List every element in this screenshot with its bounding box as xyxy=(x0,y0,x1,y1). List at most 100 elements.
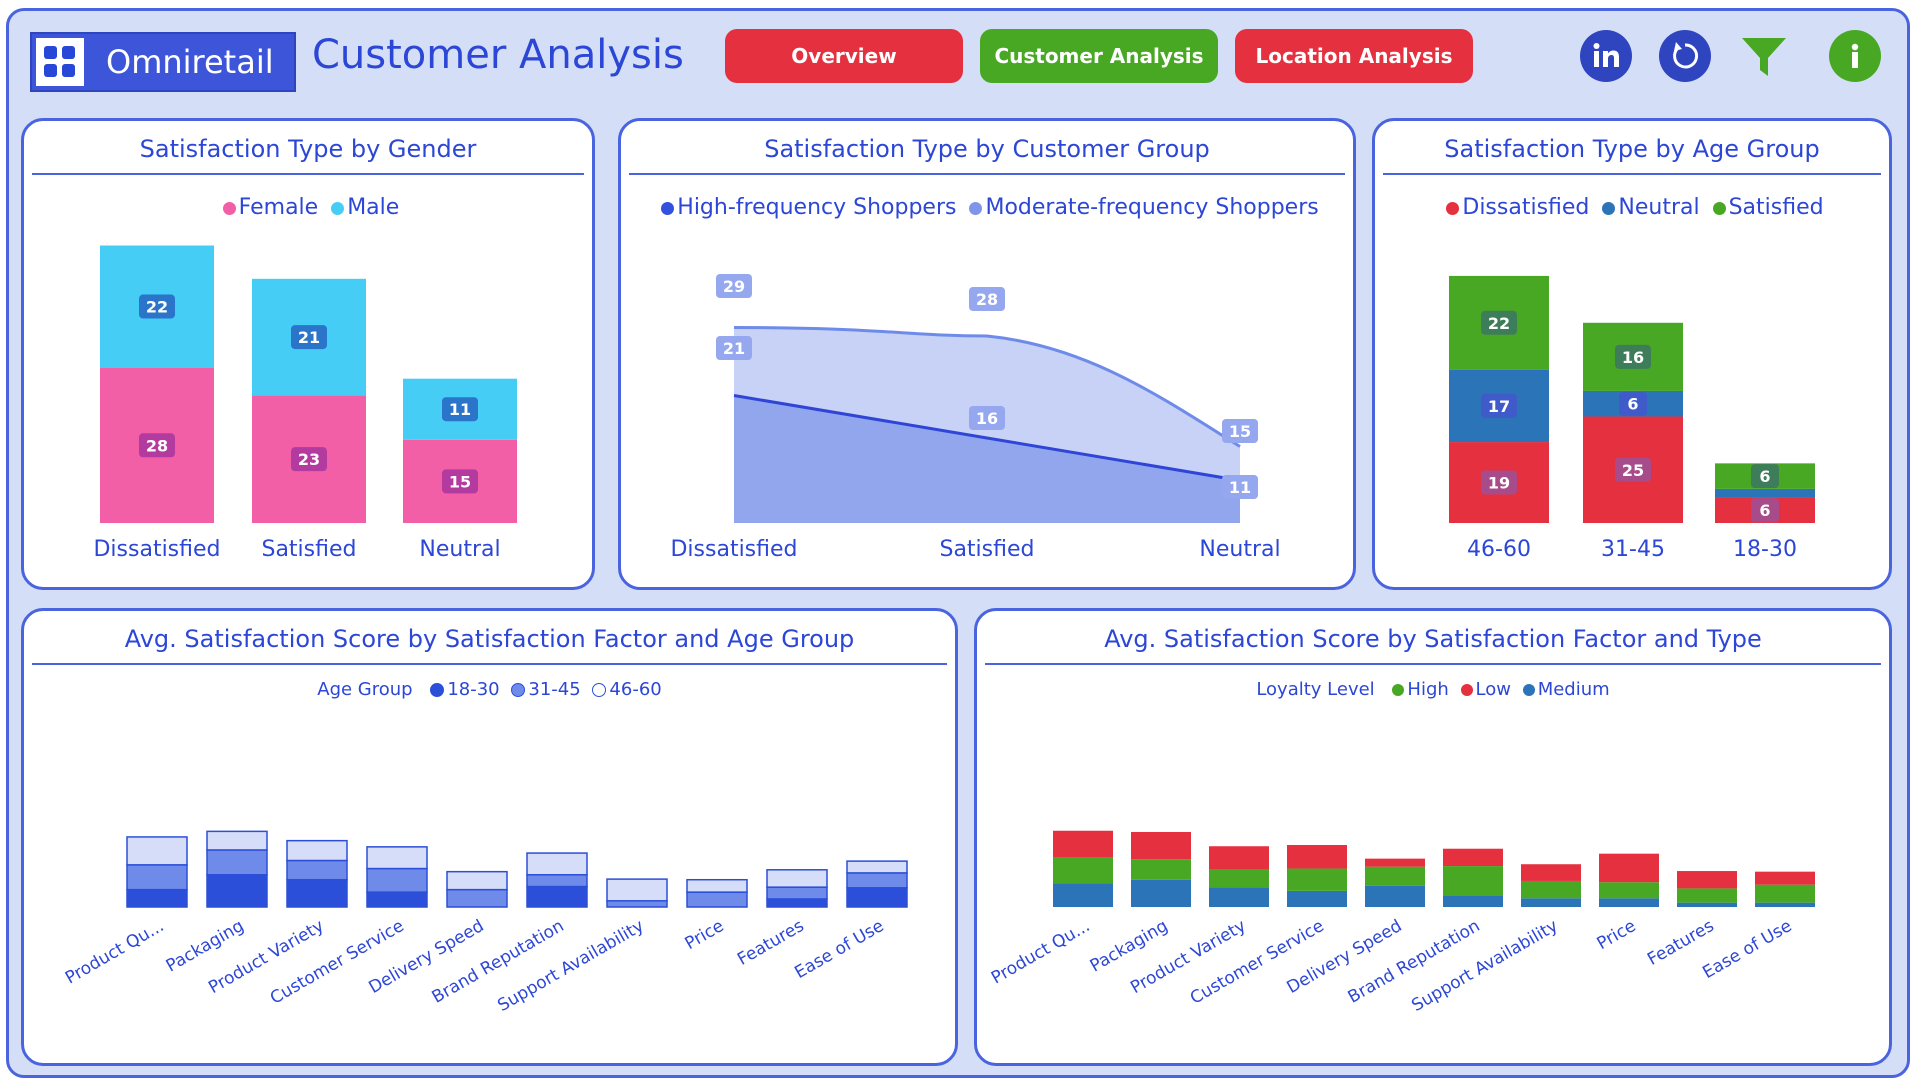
legend-medium-label: Medium xyxy=(1537,679,1610,700)
age-group-chart: 19 17 22 46-60 25 6 16 31-45 6 6 18-30 xyxy=(1449,275,1815,562)
data-label-female-neutral-bg xyxy=(442,469,478,494)
nav-customer-analysis-label: Customer Analysis xyxy=(994,44,1204,68)
legend-high-swatch xyxy=(1392,684,1405,696)
bar-low-ease-of-use xyxy=(1755,871,1815,885)
refresh-icon[interactable] xyxy=(1659,30,1711,82)
data-label-dissatisfied-46-60-bg xyxy=(1481,470,1517,495)
customer-group-chart-panel: Satisfaction Type by Customer Group High… xyxy=(618,118,1356,590)
bar-high-price xyxy=(1599,882,1659,899)
data-label-moderate-satisfied: 28 xyxy=(976,290,998,309)
x-tick-label: Customer Service xyxy=(1187,916,1328,1009)
data-label-neutral-31-45: 6 xyxy=(1627,395,1638,414)
bar-high-support-availability xyxy=(1521,880,1581,899)
line-moderate-frequency xyxy=(733,326,1241,448)
age-group-chart-title: Satisfaction Type by Age Group xyxy=(1444,135,1820,163)
bar-high-packaging xyxy=(1131,859,1191,880)
bar-46-60-price xyxy=(686,878,748,893)
x-tick-label: Customer Service xyxy=(267,916,408,1009)
bar-medium-delivery-speed xyxy=(1365,885,1425,907)
age-group-legend: Dissatisfied Neutral Satisfied xyxy=(1375,195,1889,220)
data-label-moderate-neutral-bg xyxy=(1222,419,1258,443)
bar-31-45-price xyxy=(686,891,748,908)
nav-location-analysis-button[interactable]: Location Analysis xyxy=(1235,29,1473,83)
nav-customer-analysis-button[interactable]: Customer Analysis xyxy=(980,29,1218,83)
data-label-dissatisfied-18-30-bg xyxy=(1751,498,1779,523)
bar-31-45-customer-service xyxy=(366,867,428,893)
bar-46-60-ease-of-use xyxy=(846,860,908,874)
data-label-high-dissatisfied: 21 xyxy=(723,339,745,358)
data-label-male-satisfied-bg xyxy=(291,325,327,350)
page-title: Customer Analysis xyxy=(312,32,684,78)
bar-high-ease-of-use xyxy=(1755,884,1815,903)
info-icon[interactable] xyxy=(1829,30,1881,82)
factor-type-legend: Loyalty Level High Low Medium xyxy=(977,679,1889,700)
data-label-satisfied-31-45-bg xyxy=(1615,344,1651,369)
data-label-moderate-dissatisfied-bg xyxy=(716,274,752,298)
legend-female-label: Female xyxy=(238,195,319,220)
bar-medium-features xyxy=(1677,902,1737,907)
factor-age-chart-panel: Avg. Satisfaction Score by Satisfaction … xyxy=(21,608,958,1066)
age-group-chart-panel: Satisfaction Type by Age Group Dissatisf… xyxy=(1372,118,1892,590)
bar-low-customer-service xyxy=(1287,845,1347,869)
divider xyxy=(32,173,584,175)
filter-icon[interactable] xyxy=(1738,30,1790,82)
bar-18-30-ease-of-use xyxy=(846,887,908,908)
x-tick-label: Satisfied xyxy=(261,537,356,562)
legend-high-frequency-swatch xyxy=(661,201,675,215)
nav-overview-button[interactable]: Overview xyxy=(725,29,963,83)
linkedin-icon[interactable] xyxy=(1580,30,1632,82)
brand-logo: Omniretail xyxy=(30,32,296,92)
divider xyxy=(32,663,947,665)
legend-46-60-label: 46-60 xyxy=(609,679,662,700)
legend-satisfied-label: Satisfied xyxy=(1728,195,1824,220)
bar-31-45-brand-reputation xyxy=(526,874,588,888)
x-tick-label: 18-30 xyxy=(1733,537,1797,562)
brand-name: Omniretail xyxy=(106,43,274,81)
legend-title: Age Group xyxy=(317,679,413,700)
legend-moderate-frequency-label: Moderate-frequency Shoppers xyxy=(985,195,1319,220)
legend-31-45-label: 31-45 xyxy=(528,679,581,700)
data-label-female-satisfied-bg xyxy=(291,447,327,472)
data-label-female-neutral: 15 xyxy=(449,472,471,491)
gender-chart: 28 22 Dissatisfied 23 21 Satisfied 15 11 Neutral xyxy=(93,245,517,562)
bar-31-45-support-availability xyxy=(606,900,668,908)
divider xyxy=(629,173,1345,175)
bar-46-60-features xyxy=(766,869,828,888)
data-label-male-neutral: 11 xyxy=(449,400,471,419)
data-label-satisfied-18-30: 6 xyxy=(1759,467,1770,486)
bar-low-delivery-speed xyxy=(1365,858,1425,867)
nav-overview-label: Overview xyxy=(791,44,897,68)
legend-dissatisfied-label: Dissatisfied xyxy=(1462,195,1590,220)
data-label-neutral-46-60: 17 xyxy=(1488,397,1510,416)
data-label-satisfied-18-30-bg xyxy=(1751,464,1779,489)
bar-neutral-18-30 xyxy=(1715,488,1815,498)
bar-46-60-packaging xyxy=(206,830,268,851)
data-label-female-dissatisfied-bg xyxy=(139,433,175,458)
bar-medium-packaging xyxy=(1131,879,1191,907)
x-tick-label: Satisfied xyxy=(939,537,1034,562)
data-label-high-dissatisfied-bg xyxy=(716,336,752,360)
bar-medium-ease-of-use xyxy=(1755,902,1815,907)
bar-high-product-qu xyxy=(1053,857,1113,884)
data-label-high-satisfied: 16 xyxy=(976,409,998,428)
legend-male-swatch xyxy=(331,201,345,215)
bar-low-price xyxy=(1599,853,1659,883)
bar-18-30-brand-reputation xyxy=(526,885,588,908)
legend-title: Loyalty Level xyxy=(1256,679,1375,700)
customer-group-chart-title: Satisfaction Type by Customer Group xyxy=(764,135,1210,163)
legend-female-swatch xyxy=(222,201,236,215)
data-label-satisfied-31-45: 16 xyxy=(1622,348,1644,367)
bar-18-30-product-qu xyxy=(126,888,188,908)
area-high-frequency xyxy=(734,395,1240,523)
bar-high-features xyxy=(1677,888,1737,903)
bar-medium-customer-service xyxy=(1287,890,1347,907)
legend-46-60-swatch xyxy=(592,683,607,697)
line-high-frequency xyxy=(733,394,1241,482)
nav-location-analysis-label: Location Analysis xyxy=(1255,44,1453,68)
bar-high-product-variety xyxy=(1209,869,1269,888)
x-tick-label: Dissatisfied xyxy=(93,537,220,562)
data-label-dissatisfied-31-45: 25 xyxy=(1622,461,1644,480)
bar-31-45-packaging xyxy=(206,849,268,876)
legend-male-label: Male xyxy=(347,195,400,220)
